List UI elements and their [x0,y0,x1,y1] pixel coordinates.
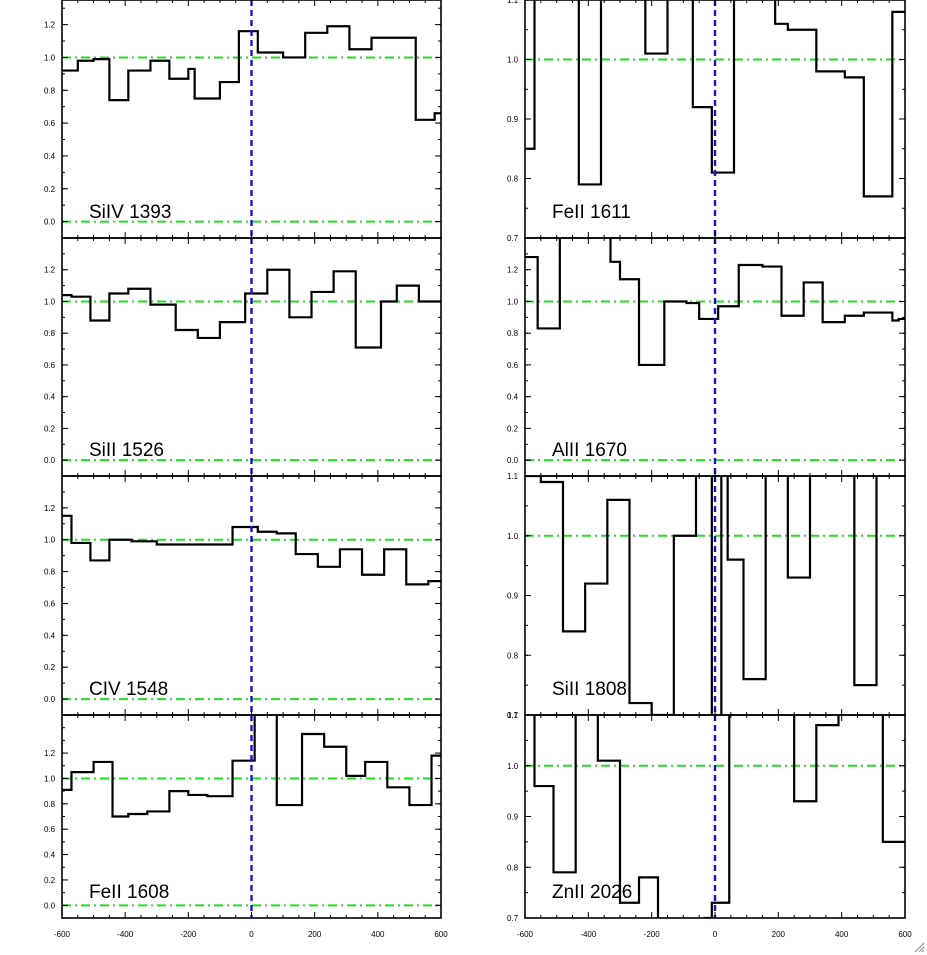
y-tick-label: 0.8 [44,86,56,95]
x-tick-label: -200 [644,930,661,939]
spectrum-step-line [62,268,441,349]
x-tick-label: -400 [117,930,134,939]
spectrum-step-line [525,238,905,367]
y-tick-label: 1.0 [507,762,519,771]
y-tick-label: 0.7 [507,914,519,923]
y-tick-label: 0.8 [507,863,519,872]
y-tick-label: 0.7 [507,234,519,243]
resize-grip-icon[interactable] [913,941,925,953]
y-tick-label: 0.9 [507,592,519,601]
y-tick-label: 0.2 [507,424,519,433]
y-tick-label: 0.0 [44,456,56,465]
y-tick-label: 1.1 [507,711,519,720]
x-tick-label: 600 [898,930,912,939]
y-tick-label: 0.6 [44,825,56,834]
y-tick-label: 1.2 [44,749,56,758]
y-tick-label: 0.9 [507,813,519,822]
y-tick-label: 0.4 [44,152,56,161]
spectrum-step-line [62,514,441,586]
y-tick-label: 0.0 [44,695,56,704]
panel-ion-label: SiII 1526 [89,440,164,461]
x-tick-label: 200 [772,930,786,939]
panel-ion-label: SiII 1808 [552,679,627,700]
y-tick-label: 0.2 [44,663,56,672]
panel: 0.0 0.2 0.4 0.6 0.8 1.0 1.2 SiII 1526 [44,237,442,477]
y-tick-label: 1.0 [44,297,56,306]
y-tick-label: 0.8 [44,800,56,809]
panel-ion-label: FeII 1611 [552,202,631,223]
y-tick-label: 1.0 [507,56,519,65]
panel-ion-label: CIV 1548 [89,679,168,700]
x-tick-label: 400 [371,930,385,939]
panel-ion-label: ZnII 2026 [552,882,632,903]
y-tick-label: 0.4 [44,851,56,860]
spectrum-step-line [62,25,441,121]
y-tick-label: 1.1 [507,0,519,5]
x-tick-label: -200 [180,930,197,939]
y-tick-label: 1.0 [44,53,56,62]
y-tick-label: 0.2 [44,424,56,433]
y-tick-label: 1.0 [507,532,519,541]
panel: 0.7 0.8 0.9 1.0 1.1 ZnII 2026 -600 -400 -200 0 200… [507,711,912,939]
y-tick-label: 0.0 [44,901,56,910]
y-tick-label: 0.8 [507,651,519,660]
y-tick-label: 1.0 [44,774,56,783]
y-tick-label: 0.6 [507,361,519,370]
panel-ion-label: SiIV 1393 [89,202,171,223]
y-tick-label: 0.4 [44,393,56,402]
x-tick-label: 0 [713,930,718,939]
panel: 0.7 0.8 0.9 1.0 1.1 SiII 1808 [507,472,906,720]
y-tick-label: 0.4 [44,631,56,640]
spectrum-step-line [533,715,905,918]
y-tick-label: 0.8 [507,329,519,338]
panel: 0.0 0.2 0.4 0.6 0.8 1.0 1.2 FeII 1608 -600 -400 -2… [44,714,448,939]
y-tick-label: 0.0 [44,218,56,227]
y-tick-label: 0.6 [44,361,56,370]
y-tick-label: 1.2 [507,266,519,275]
y-tick-label: 0.8 [44,568,56,577]
x-tick-label: 400 [835,930,849,939]
y-tick-label: 0.6 [44,119,56,128]
panel-ion-label: FeII 1608 [89,882,169,903]
x-tick-label: -600 [517,930,534,939]
y-tick-label: 0.2 [44,185,56,194]
spectrum-step-line [62,715,441,818]
y-tick-label: 1.1 [507,472,519,481]
y-tick-label: 0.6 [44,599,56,608]
x-tick-label: -400 [580,930,597,939]
spectrum-step-line [525,0,905,198]
y-tick-label: 1.2 [44,504,56,513]
y-tick-label: 0.0 [507,456,519,465]
y-tick-label: 1.0 [507,297,519,306]
panel: 0.0 0.2 0.4 0.6 0.8 1.0 1.2 CIV 1548 [44,475,442,716]
y-tick-label: 0.8 [44,329,56,338]
y-tick-label: 0.4 [507,393,519,402]
spectrum-step-line [525,476,878,715]
y-tick-label: 0.8 [507,175,519,184]
y-tick-label: 1.2 [44,266,56,275]
panel: 0.0 0.2 0.4 0.6 0.8 1.0 1.2 SiIV 1393 [44,0,442,239]
y-tick-label: 1.0 [44,536,56,545]
x-tick-label: 0 [249,930,254,939]
y-tick-label: 0.9 [507,115,519,124]
x-tick-label: 600 [434,930,448,939]
y-tick-label: 1.2 [44,21,56,30]
x-tick-label: 200 [308,930,322,939]
panel: 0.7 0.8 0.9 1.0 1.1 FeII 1611 [507,0,906,243]
panel: 0.0 0.2 0.4 0.6 0.8 1.0 1.2 AlII 1670 [507,237,906,477]
y-tick-label: 0.2 [44,876,56,885]
panel-ion-label: AlII 1670 [552,440,627,461]
x-tick-label: -600 [54,930,71,939]
y-tick-label: 0.7 [507,711,519,720]
